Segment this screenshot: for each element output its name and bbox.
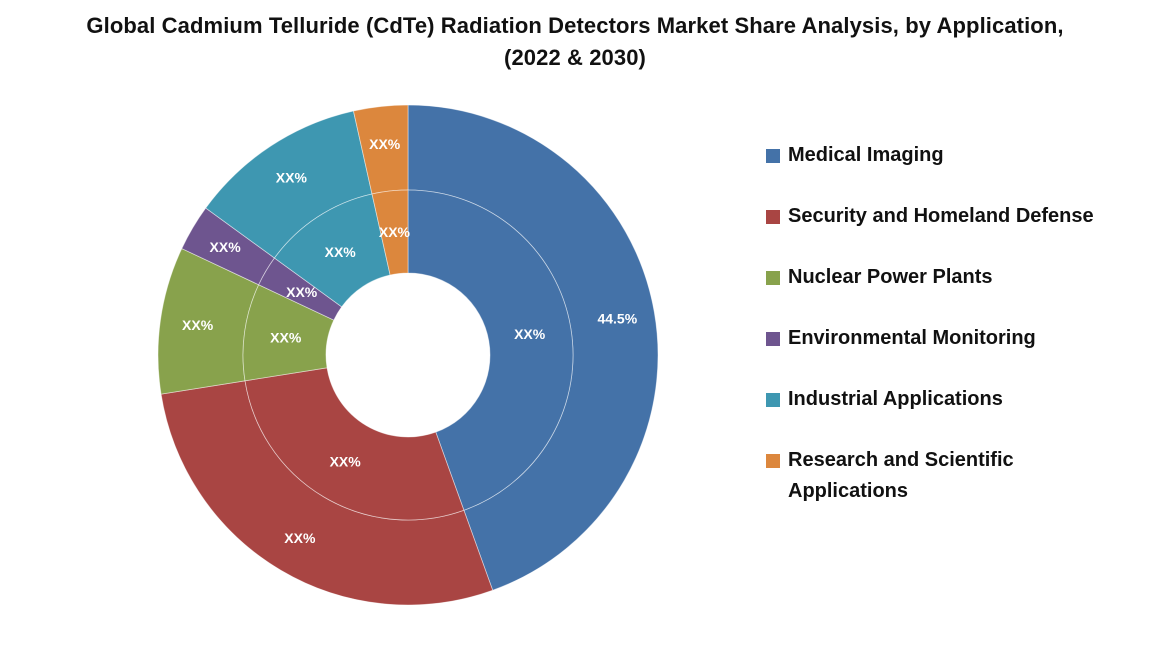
legend-label: Research and Scientific Applications <box>788 449 1014 502</box>
outer-slice-label-medical-imaging: 44.5% <box>597 310 637 326</box>
inner-slice-label-environmental-monitoring: XX% <box>286 284 318 300</box>
inner-slice-security-and-homeland-defense[interactable] <box>244 367 465 521</box>
legend-label: Nuclear Power Plants <box>788 266 993 288</box>
legend-item-security-and-homeland-defense[interactable]: Security and Homeland Defense <box>766 201 1146 232</box>
legend-label: Security and Homeland Defense <box>788 205 1094 227</box>
legend-swatch <box>766 332 780 346</box>
legend: Medical Imaging Security and Homeland De… <box>766 140 1146 537</box>
legend-item-medical-imaging[interactable]: Medical Imaging <box>766 140 1146 171</box>
inner-slice-label-nuclear-power-plants: XX% <box>270 330 302 346</box>
legend-label: Industrial Applications <box>788 388 1003 410</box>
legend-item-research-and-scientific-applications[interactable]: Research and Scientific Applications <box>766 445 1048 507</box>
legend-swatch <box>766 149 780 163</box>
legend-swatch <box>766 271 780 285</box>
legend-swatch <box>766 454 780 468</box>
chart-title-line-2: (2022 & 2030) <box>504 45 646 70</box>
outer-slice-label-security-and-homeland-defense: XX% <box>284 530 316 546</box>
chart-title-line-1: Global Cadmium Telluride (CdTe) Radiatio… <box>86 13 1064 38</box>
legend-item-nuclear-power-plants[interactable]: Nuclear Power Plants <box>766 262 1146 293</box>
legend-item-environmental-monitoring[interactable]: Environmental Monitoring <box>766 323 1146 354</box>
outer-slice-label-environmental-monitoring: XX% <box>210 239 242 255</box>
chart-title: Global Cadmium Telluride (CdTe) Radiatio… <box>0 10 1150 74</box>
inner-slice-label-research-and-scientific-applications: XX% <box>379 224 411 240</box>
legend-item-industrial-applications[interactable]: Industrial Applications <box>766 384 1146 415</box>
outer-slice-label-research-and-scientific-applications: XX% <box>369 136 401 152</box>
inner-slice-label-industrial-applications: XX% <box>325 244 357 260</box>
legend-swatch <box>766 393 780 407</box>
outer-slice-label-nuclear-power-plants: XX% <box>182 317 214 333</box>
legend-swatch <box>766 210 780 224</box>
inner-slice-label-medical-imaging: XX% <box>514 326 546 342</box>
inner-slice-label-security-and-homeland-defense: XX% <box>330 453 362 469</box>
inner-slice-medical-imaging[interactable] <box>407 189 574 511</box>
inner-slice-research-and-scientific-applications[interactable] <box>371 189 409 276</box>
legend-label: Environmental Monitoring <box>788 327 1036 349</box>
outer-slice-label-industrial-applications: XX% <box>276 169 308 185</box>
legend-label: Medical Imaging <box>788 144 944 166</box>
